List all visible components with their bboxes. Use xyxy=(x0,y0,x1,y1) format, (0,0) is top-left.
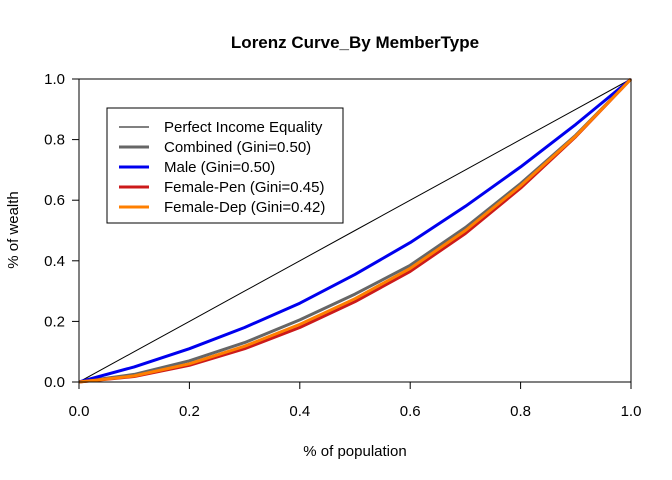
y-tick-label: 0.4 xyxy=(44,253,65,270)
legend-label-3: Female-Pen (Gini=0.45) xyxy=(164,179,325,196)
series-line-2 xyxy=(78,77,632,384)
legend: Perfect Income Equality Combined (Gini=0.… xyxy=(106,107,344,224)
y-tick-label: 0.6 xyxy=(44,192,65,209)
x-tick-label: 0.8 xyxy=(510,403,531,420)
y-tick-label: 0.0 xyxy=(44,374,65,391)
y-tick-label: 1.0 xyxy=(44,71,65,88)
y-axis-label: % of wealth xyxy=(5,191,22,269)
chart-title: Lorenz Curve_By MemberType xyxy=(231,33,479,52)
plot-frame xyxy=(78,78,632,383)
y-tick-label: 0.8 xyxy=(44,132,65,149)
x-tick-label: 0.0 xyxy=(69,403,90,420)
legend-label-1: Combined (Gini=0.50) xyxy=(164,139,311,156)
plot-area xyxy=(78,77,633,384)
series-line-4 xyxy=(78,77,633,384)
series-line-0 xyxy=(78,78,632,383)
legend-label-2: Male (Gini=0.50) xyxy=(164,159,275,176)
x-tick-label: 0.4 xyxy=(289,403,310,420)
x-tick-label: 1.0 xyxy=(621,403,642,420)
x-axis-label: % of population xyxy=(303,443,406,460)
y-tick-label: 0.2 xyxy=(44,313,65,330)
y-axis: 0.0 0.2 0.4 0.6 0.8 1.0 xyxy=(44,71,79,391)
x-tick-label: 0.2 xyxy=(179,403,200,420)
legend-label-4: Female-Dep (Gini=0.42) xyxy=(164,199,325,216)
x-axis: 0.0 0.2 0.4 0.6 0.8 1.0 xyxy=(69,382,642,420)
x-tick-label: 0.6 xyxy=(400,403,421,420)
legend-label-0: Perfect Income Equality xyxy=(164,119,323,136)
